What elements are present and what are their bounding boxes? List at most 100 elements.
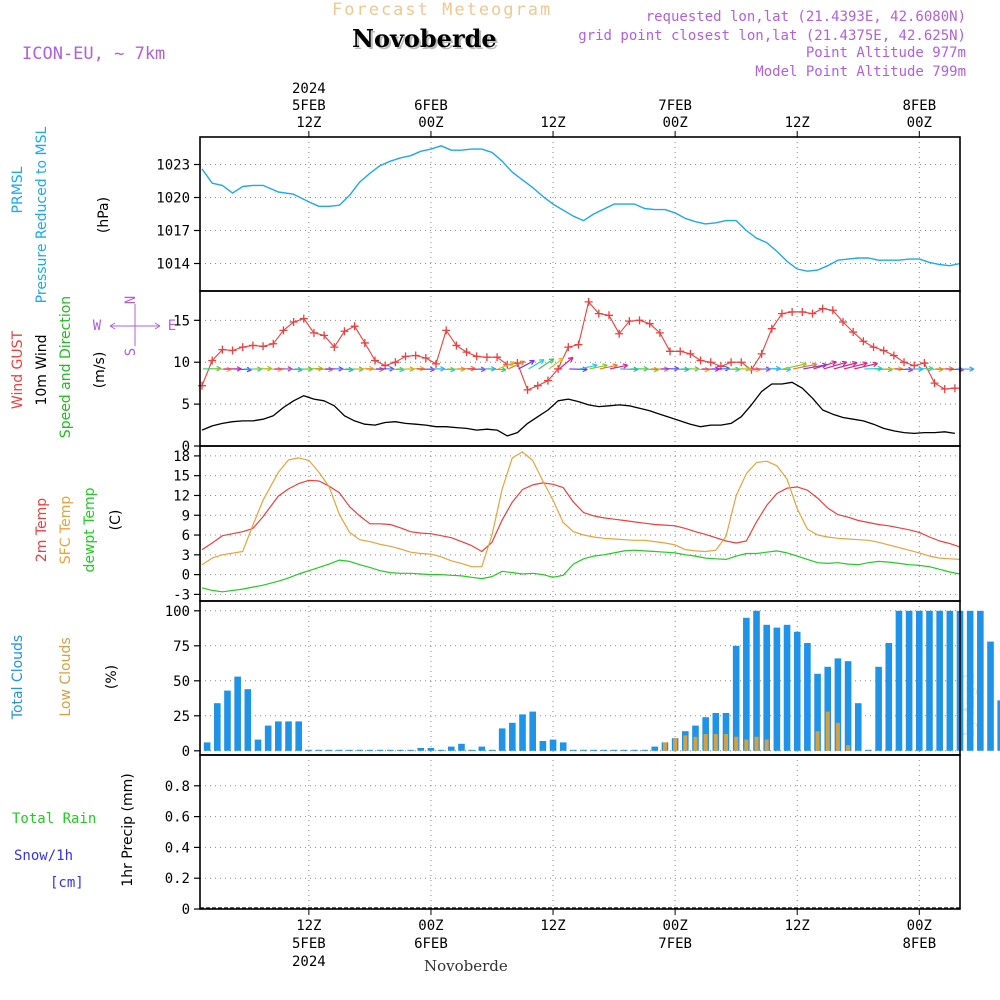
y-tick-label: 0 <box>182 902 190 918</box>
total-cloud-bar <box>793 631 801 751</box>
y-tick-label: 1017 <box>156 224 190 240</box>
cloud-unit: (%) <box>104 665 120 689</box>
wind-direction-arrow <box>823 361 847 370</box>
total-cloud-bar <box>916 610 923 751</box>
gust-marker <box>930 379 939 388</box>
gust-marker <box>879 346 888 355</box>
wind-direction-arrow <box>813 361 837 370</box>
time-label-bottom: 00Z <box>662 918 687 934</box>
location-title: Novoberde <box>352 24 497 53</box>
y-tick-label: 15 <box>173 469 190 485</box>
grid-layer <box>200 137 960 910</box>
time-label-bottom: 12Z <box>296 918 321 934</box>
total-cloud-bar <box>743 617 750 751</box>
gust-marker <box>299 314 308 323</box>
wind-direction-arrow <box>609 364 628 370</box>
y-tick-label: 18 <box>173 449 190 465</box>
gust-marker <box>411 351 420 360</box>
wind-direction-arrow <box>772 368 791 371</box>
total-cloud-bar <box>641 749 648 751</box>
total-cloud-bar <box>570 749 577 751</box>
gust-marker <box>370 356 379 365</box>
wind-direction-arrow <box>894 368 913 371</box>
y-tick-label: 0.4 <box>165 840 190 856</box>
total-cloud-bar <box>600 749 608 751</box>
temp-label-dewpt: dewpt Temp <box>82 487 98 572</box>
gust-marker <box>767 324 776 333</box>
time-label-bottom: 7FEB <box>658 936 692 952</box>
low-cloud-bar <box>723 734 728 751</box>
gust-marker <box>757 349 766 358</box>
footer-location: Novoberde <box>424 957 508 975</box>
total-cloud-bar <box>529 711 536 751</box>
precip-label-cm: [cm] <box>50 875 84 891</box>
time-label-bottom: 8FEB <box>902 936 936 952</box>
time-label-top: 2024 <box>292 81 326 97</box>
cloud-label-low: Low Clouds <box>58 637 74 716</box>
gust-marker <box>686 349 695 358</box>
gust-marker <box>574 340 583 349</box>
low-cloud-bar <box>662 742 667 751</box>
total-cloud-bar <box>753 610 760 751</box>
total-cloud-bar <box>224 690 231 751</box>
wind-direction-arrowhead <box>622 363 628 369</box>
gust-marker <box>645 319 654 328</box>
total-cloud-bar <box>315 749 323 751</box>
total-cloud-bar <box>559 742 567 751</box>
gust-marker <box>950 384 959 393</box>
total-cloud-bar <box>346 749 353 751</box>
time-label-top: 12Z <box>296 115 321 131</box>
wind-direction-arrow <box>497 361 516 370</box>
total-cloud-bar <box>905 610 913 751</box>
total-cloud-bar <box>478 746 486 751</box>
gust-marker <box>289 318 298 326</box>
gust-marker <box>279 326 288 335</box>
low-cloud-bar <box>734 736 739 751</box>
wind-unit: (m/s) <box>92 352 108 389</box>
gridpoint-coords: grid point closest lon,lat (21.4375E, 42… <box>578 28 966 44</box>
total-cloud-bar <box>386 749 394 751</box>
low-cloud-bar <box>744 739 749 751</box>
time-label-top: 00Z <box>907 115 932 131</box>
total-cloud-bar <box>509 722 516 751</box>
gust-marker <box>533 381 542 390</box>
gust-marker <box>391 358 400 367</box>
wind-label-10m: 10m Wind <box>34 334 50 405</box>
gust-marker <box>228 346 237 355</box>
time-label-bottom: 6FEB <box>414 936 448 952</box>
total-cloud-bar <box>722 713 730 751</box>
total-cloud-bar <box>631 749 638 751</box>
wind-speed-line <box>201 381 956 437</box>
y-tick-label: 1020 <box>156 191 190 207</box>
wind-label-direction: Speed and Direction <box>58 296 74 438</box>
y-tick-label: 3 <box>182 548 190 564</box>
temp-label-2m: 2m Temp <box>34 498 50 562</box>
total-cloud-bar <box>936 610 943 751</box>
wind-direction-arrow <box>589 364 608 370</box>
time-label-top: 00Z <box>662 115 687 131</box>
total-cloud-bar <box>610 749 618 751</box>
low-cloud-bar <box>815 731 820 751</box>
wind-direction-arrowhead <box>567 356 574 363</box>
total-cloud-bar <box>875 666 882 751</box>
time-label-bottom: 5FEB <box>292 936 326 952</box>
wind-direction-arrowhead <box>862 361 868 367</box>
low-cloud-bar <box>683 735 688 751</box>
wind-direction-arrowhead <box>851 361 858 367</box>
total-cloud-bar <box>987 641 994 751</box>
gust-marker <box>889 351 898 360</box>
gust-marker <box>940 385 949 394</box>
gust-marker <box>320 331 329 340</box>
gust-marker <box>381 361 390 370</box>
gust-marker <box>849 328 858 337</box>
low-cloud-bar <box>764 739 769 751</box>
total-cloud-bar <box>997 700 1000 751</box>
total-cloud-bar <box>234 676 241 751</box>
gust-marker <box>625 317 634 326</box>
total-cloud-bar <box>814 673 821 751</box>
time-label-top: 8FEB <box>902 98 936 114</box>
sfc-temp-line <box>201 451 961 568</box>
wind-direction-arrowhead <box>841 360 848 367</box>
total-cloud-bar <box>366 749 374 751</box>
gust-marker <box>655 328 664 337</box>
